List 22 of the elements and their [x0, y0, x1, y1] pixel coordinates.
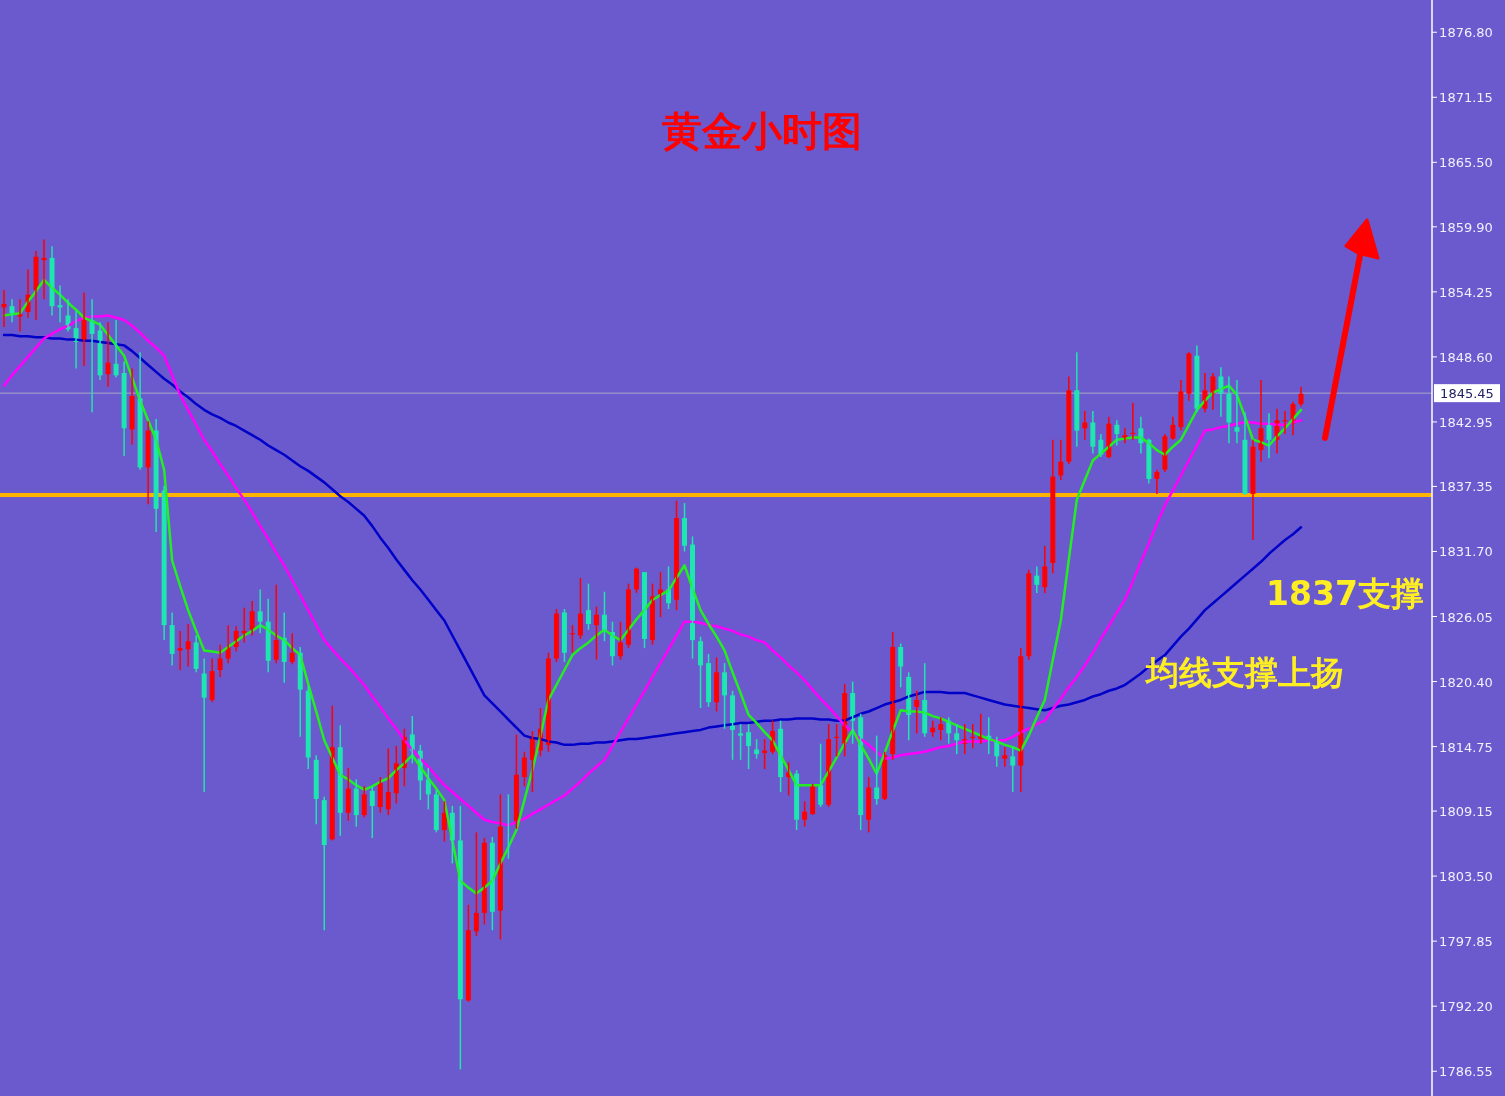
y-tick-label: 1848.60 [1439, 349, 1493, 365]
y-tick-label: 1842.95 [1439, 414, 1493, 430]
y-tick-label: 1809.15 [1439, 804, 1493, 820]
text: 黄金小时图 [662, 108, 862, 154]
y-tick-label: 1876.80 [1439, 25, 1493, 41]
annotation: 1837支撑 [1266, 574, 1424, 613]
y-tick-label: 1831.70 [1439, 544, 1493, 560]
y-tick-label: 1797.85 [1439, 934, 1493, 950]
y-tick-label: 1803.50 [1439, 869, 1493, 885]
y-tick-label: 1814.75 [1439, 739, 1493, 755]
ref-line-label: 1845.45 [1440, 386, 1494, 402]
y-tick-label: 1837.35 [1439, 479, 1493, 495]
annotation: 均线支撑上扬 [1144, 653, 1344, 692]
y-tick-label: 1871.15 [1439, 90, 1493, 106]
y-tick-label: 1865.50 [1439, 155, 1493, 171]
candlestick [738, 723, 744, 761]
y-tick-label: 1820.40 [1439, 674, 1493, 690]
y-tick-label: 1826.05 [1439, 609, 1493, 625]
y-tick-label: 1792.20 [1439, 999, 1493, 1015]
y-tick-label: 1859.90 [1439, 219, 1493, 235]
y-tick-label: 1786.55 [1439, 1064, 1493, 1080]
y-tick-label: 1854.25 [1439, 284, 1493, 300]
